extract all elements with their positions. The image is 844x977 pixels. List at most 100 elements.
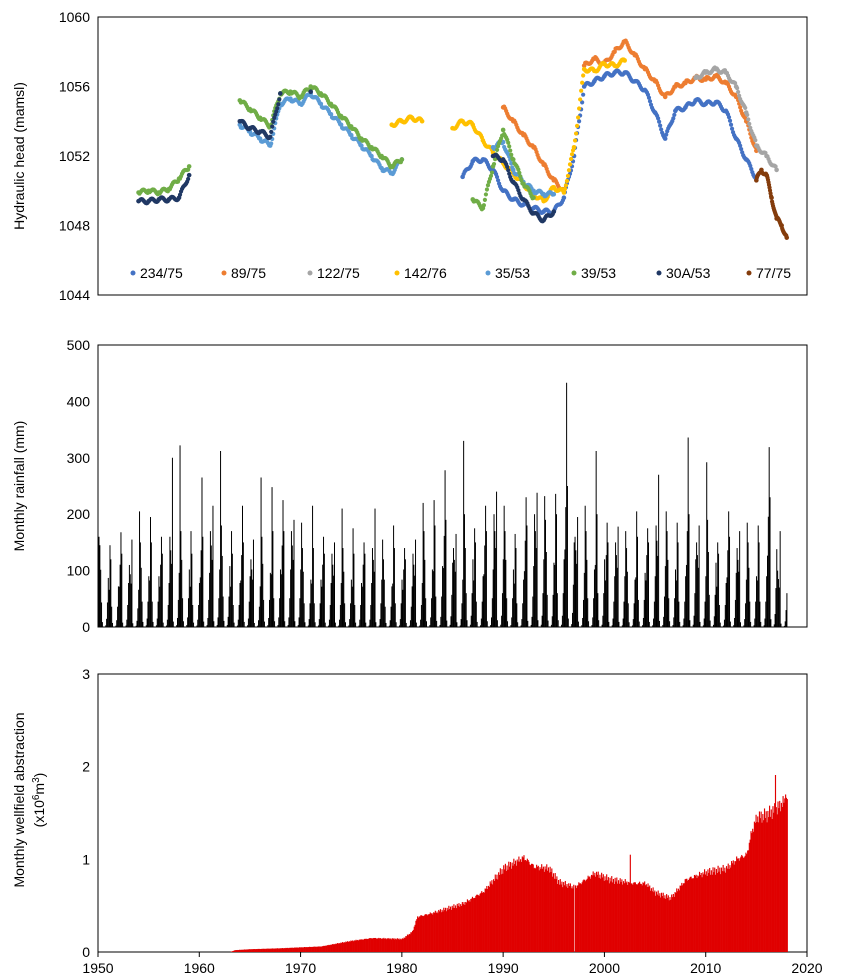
series-77-75 bbox=[754, 167, 790, 240]
abstraction-bar bbox=[361, 939, 363, 952]
abstraction-bar bbox=[567, 888, 569, 952]
abstraction-bar bbox=[234, 950, 236, 952]
abstraction-bar bbox=[606, 874, 608, 952]
head-point bbox=[739, 146, 744, 152]
abstraction-bar bbox=[585, 881, 587, 952]
head-point bbox=[671, 116, 676, 121]
abstraction-bar bbox=[689, 876, 691, 952]
abstraction-bar bbox=[339, 943, 341, 952]
abstraction-bar bbox=[461, 902, 463, 952]
abstraction-bar bbox=[282, 948, 284, 952]
abstraction-bar bbox=[328, 944, 330, 952]
abstraction-bar bbox=[384, 938, 386, 952]
abstraction-bar bbox=[471, 898, 473, 952]
abstraction-bar bbox=[521, 856, 523, 952]
abstraction-bar bbox=[268, 948, 270, 952]
abstraction-bar bbox=[309, 946, 311, 952]
abstraction-bar bbox=[403, 937, 405, 952]
abstraction-bar bbox=[286, 948, 288, 952]
abstraction-bar bbox=[647, 883, 649, 952]
head-point bbox=[572, 138, 578, 143]
abstraction-bar bbox=[501, 869, 503, 952]
abstraction-bar bbox=[670, 899, 672, 952]
abstraction-bar bbox=[535, 868, 537, 952]
head-point bbox=[746, 117, 751, 122]
abstraction-bar bbox=[725, 872, 727, 952]
head-point bbox=[484, 187, 490, 192]
abstraction-bar bbox=[631, 883, 633, 952]
abstraction-bar bbox=[626, 881, 628, 952]
abstraction-bar bbox=[740, 856, 742, 952]
abstraction-bar bbox=[644, 885, 647, 952]
head-point bbox=[573, 131, 579, 136]
abstraction-bar bbox=[556, 876, 558, 952]
abstraction-bar bbox=[404, 937, 406, 952]
abstraction-bar bbox=[305, 947, 307, 952]
legend-marker bbox=[394, 270, 400, 276]
abstraction-bar bbox=[241, 949, 243, 952]
abstraction-bar bbox=[348, 941, 350, 952]
abstraction-bar bbox=[611, 876, 613, 952]
wellfield-abstraction-bars bbox=[230, 775, 788, 952]
head-point bbox=[500, 127, 506, 133]
abstraction-bar bbox=[388, 937, 390, 952]
abstraction-bar bbox=[633, 882, 635, 952]
head-point bbox=[509, 152, 514, 157]
abstraction-bar bbox=[772, 806, 774, 952]
abstraction-bar bbox=[718, 871, 720, 952]
abstraction-bar bbox=[580, 884, 582, 952]
abstraction-bar bbox=[401, 939, 403, 952]
abstraction-bar bbox=[701, 877, 703, 952]
head-point bbox=[483, 192, 489, 197]
legend-marker bbox=[746, 270, 752, 276]
abstraction-bar bbox=[619, 878, 621, 952]
abstraction-bar bbox=[595, 876, 597, 952]
abstraction-bar bbox=[294, 947, 296, 952]
abstraction-bar bbox=[502, 873, 504, 952]
abstraction-bar bbox=[660, 897, 662, 952]
abstraction-bar bbox=[731, 861, 733, 952]
abstraction-bar bbox=[561, 881, 563, 952]
abstraction-bar bbox=[728, 869, 730, 952]
abstraction-bar bbox=[300, 947, 302, 952]
abstraction-bar bbox=[462, 904, 464, 952]
monthly-rainfall-y-tick-label: 500 bbox=[67, 337, 91, 353]
head-point bbox=[494, 174, 500, 180]
abstraction-bar bbox=[774, 803, 776, 952]
abstraction-bar bbox=[455, 905, 457, 952]
abstraction-bar bbox=[287, 947, 289, 952]
head-point bbox=[271, 119, 276, 124]
abstraction-bar bbox=[474, 897, 476, 952]
abstraction-bar bbox=[641, 885, 643, 952]
abstraction-bar bbox=[507, 869, 509, 952]
abstraction-bar bbox=[409, 934, 411, 952]
abstraction-bar bbox=[238, 950, 240, 952]
abstraction-bar bbox=[490, 883, 492, 952]
abstraction-bar bbox=[290, 947, 292, 952]
abstraction-bar bbox=[439, 909, 441, 952]
abstraction-bar bbox=[742, 856, 744, 952]
abstraction-bar bbox=[546, 864, 548, 952]
abstraction-bar bbox=[530, 865, 532, 952]
abstraction-bar bbox=[431, 913, 433, 952]
abstraction-bar bbox=[504, 863, 506, 952]
abstraction-bar bbox=[350, 940, 352, 952]
abstraction-bar bbox=[530, 863, 533, 952]
abstraction-bar bbox=[275, 948, 277, 952]
abstraction-bar bbox=[688, 878, 690, 952]
abstraction-bar bbox=[428, 914, 431, 952]
abstraction-bar bbox=[592, 871, 594, 952]
abstraction-bar bbox=[425, 914, 427, 952]
abstraction-bar bbox=[589, 876, 591, 952]
head-point bbox=[726, 115, 732, 120]
abstraction-bar bbox=[326, 945, 328, 952]
wellfield-abstraction-y-axis-label-line2: (x106m3) bbox=[31, 773, 47, 828]
abstraction-bar bbox=[716, 873, 718, 952]
abstraction-bar bbox=[525, 861, 528, 952]
abstraction-bar bbox=[690, 876, 692, 952]
abstraction-bar bbox=[437, 913, 439, 952]
abstraction-bar bbox=[255, 949, 257, 952]
abstraction-bar bbox=[364, 938, 366, 952]
wellfield-abstraction-y-tick-label: 2 bbox=[82, 759, 90, 775]
abstraction-bar bbox=[736, 856, 738, 952]
